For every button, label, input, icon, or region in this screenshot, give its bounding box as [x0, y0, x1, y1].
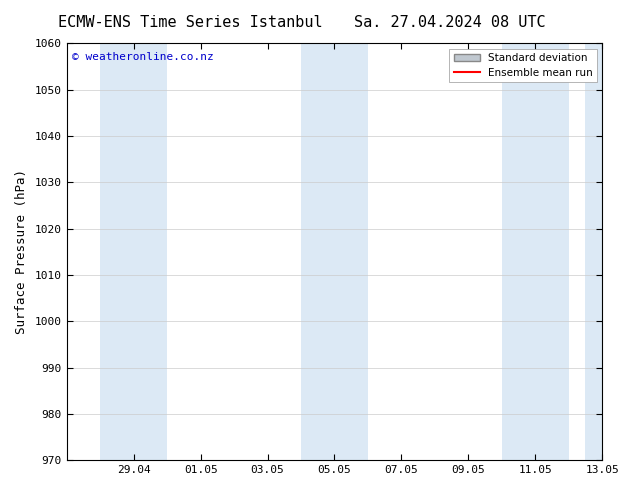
Text: ECMW-ENS Time Series Istanbul: ECMW-ENS Time Series Istanbul	[58, 15, 323, 30]
Bar	[585, 44, 602, 460]
Text: © weatheronline.co.nz: © weatheronline.co.nz	[72, 52, 214, 62]
Text: Sa. 27.04.2024 08 UTC: Sa. 27.04.2024 08 UTC	[354, 15, 546, 30]
Y-axis label: Surface Pressure (hPa): Surface Pressure (hPa)	[15, 170, 28, 334]
Bar	[301, 44, 368, 460]
Bar	[100, 44, 167, 460]
Legend: Standard deviation, Ensemble mean run: Standard deviation, Ensemble mean run	[450, 49, 597, 82]
Bar	[501, 44, 569, 460]
